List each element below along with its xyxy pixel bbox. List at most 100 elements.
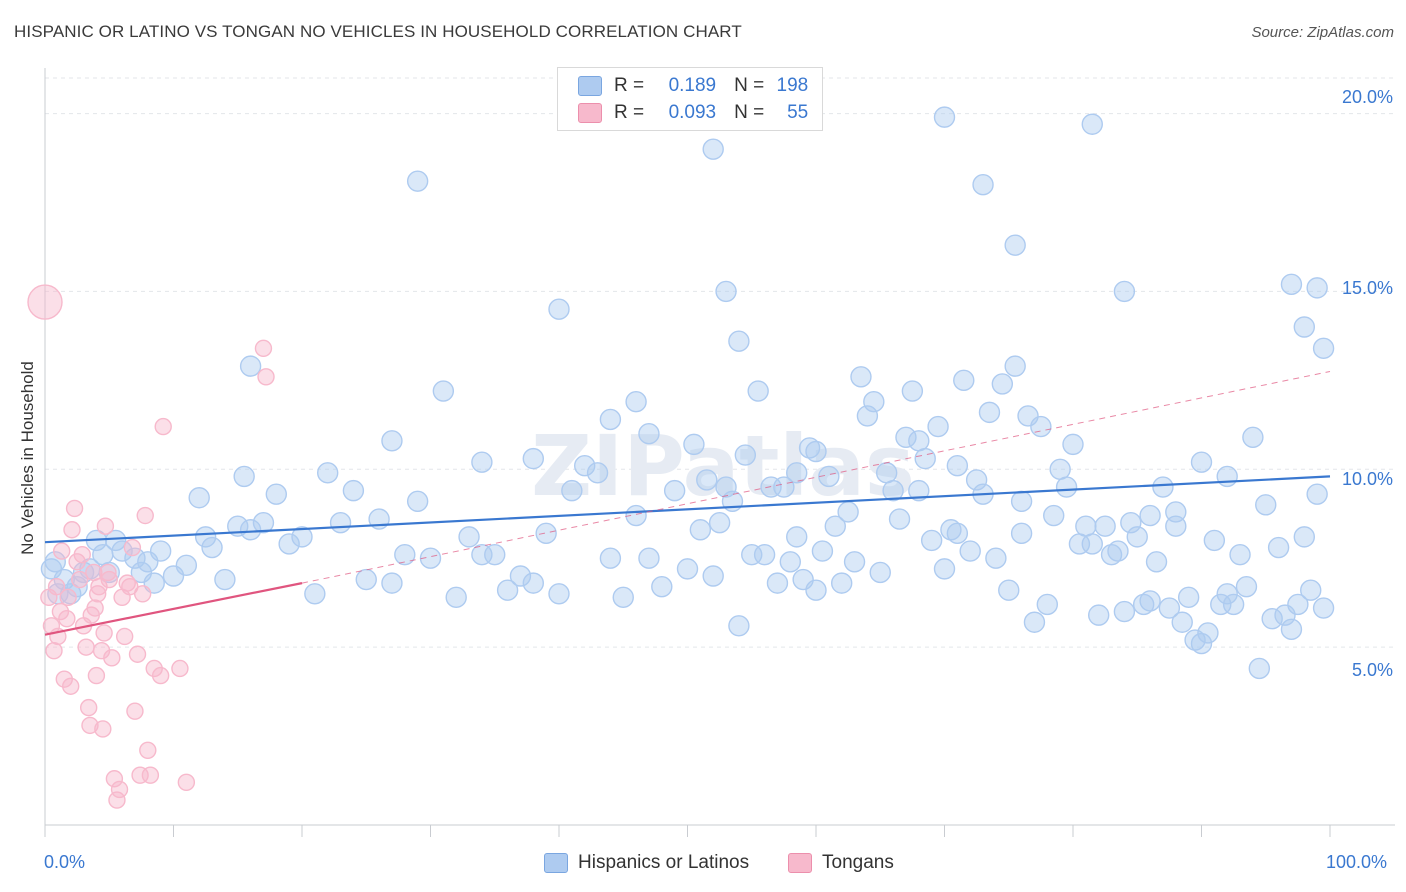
data-point bbox=[406, 170, 429, 192]
data-point bbox=[1158, 597, 1181, 619]
data-point bbox=[1293, 316, 1316, 338]
data-point bbox=[1062, 433, 1084, 456]
data-point bbox=[44, 551, 66, 573]
data-point bbox=[96, 517, 115, 535]
data-point bbox=[908, 430, 930, 452]
data-point bbox=[1216, 465, 1238, 488]
data-point bbox=[863, 391, 885, 413]
data-point bbox=[548, 583, 570, 605]
data-point bbox=[1190, 632, 1213, 655]
data-point bbox=[1075, 515, 1097, 537]
y-tick-label-20: 20.0% bbox=[1341, 87, 1393, 107]
data-point bbox=[171, 659, 189, 678]
trend-line-hispanics bbox=[44, 475, 1331, 544]
data-point bbox=[1023, 611, 1046, 633]
data-point bbox=[239, 519, 262, 541]
data-point bbox=[1210, 593, 1232, 616]
data-point bbox=[831, 572, 853, 594]
legend-row-tongans: R = 0.093 N = 55 bbox=[578, 100, 808, 126]
data-point bbox=[1235, 575, 1258, 598]
x-tick-label-max: 100.0% bbox=[1326, 852, 1388, 872]
data-point bbox=[1087, 604, 1110, 626]
data-point bbox=[728, 615, 750, 637]
data-point bbox=[837, 501, 859, 523]
data-point bbox=[139, 741, 157, 759]
data-point bbox=[95, 624, 113, 642]
data-point bbox=[104, 529, 127, 552]
data-point bbox=[933, 106, 956, 128]
data-point bbox=[998, 579, 1020, 601]
data-point bbox=[535, 522, 557, 545]
legend-item-tongans[interactable]: Tongans bbox=[788, 852, 894, 874]
data-point bbox=[406, 490, 429, 512]
data-point bbox=[1113, 280, 1136, 303]
data-point bbox=[27, 284, 63, 320]
data-point bbox=[1152, 476, 1174, 498]
data-point bbox=[88, 585, 107, 603]
data-point bbox=[141, 766, 160, 784]
data-point bbox=[1043, 504, 1065, 527]
data-point bbox=[1248, 657, 1271, 680]
legend-swatch-tongans bbox=[578, 103, 602, 123]
data-point bbox=[786, 462, 808, 484]
data-point bbox=[1216, 583, 1238, 605]
y-tick-label-15: 15.0% bbox=[1341, 278, 1393, 298]
data-point bbox=[811, 540, 834, 562]
series-hispanics bbox=[40, 106, 1335, 680]
data-point bbox=[1010, 490, 1033, 512]
legend-item-hispanics[interactable]: Hispanics or Latinos bbox=[544, 852, 749, 874]
data-point bbox=[933, 558, 956, 580]
data-point bbox=[100, 570, 118, 589]
data-point bbox=[747, 380, 769, 402]
data-point bbox=[1081, 113, 1103, 135]
trend-line-tongans-extension bbox=[301, 370, 1331, 584]
legend-r-value: 0.093 bbox=[668, 102, 717, 123]
data-point bbox=[625, 391, 647, 413]
data-point bbox=[1113, 600, 1136, 623]
y-tick-label-5: 5.0% bbox=[1351, 660, 1393, 680]
data-point bbox=[304, 583, 326, 605]
data-point bbox=[946, 455, 969, 477]
data-point bbox=[103, 649, 121, 667]
legend-r-value: 0.189 bbox=[668, 75, 717, 96]
data-point bbox=[953, 369, 975, 392]
data-point bbox=[651, 575, 673, 598]
data-point bbox=[47, 577, 66, 596]
data-point bbox=[683, 433, 705, 456]
data-point bbox=[779, 551, 801, 573]
data-point bbox=[201, 536, 223, 559]
data-point bbox=[1068, 533, 1091, 555]
data-point bbox=[87, 666, 106, 685]
data-point bbox=[696, 469, 718, 491]
data-point bbox=[126, 702, 144, 720]
data-point bbox=[908, 479, 930, 502]
data-point bbox=[1255, 494, 1277, 516]
data-point bbox=[51, 602, 70, 621]
data-point bbox=[766, 572, 789, 594]
data-point bbox=[381, 572, 403, 594]
axes bbox=[44, 68, 1395, 837]
series-legend: Hispanics or Latinos Tongans bbox=[0, 852, 1406, 878]
data-point bbox=[599, 547, 622, 569]
data-point bbox=[1280, 273, 1303, 296]
data-point bbox=[1306, 483, 1328, 505]
data-point bbox=[1010, 522, 1033, 545]
data-point bbox=[895, 426, 917, 448]
data-point bbox=[1177, 586, 1200, 609]
data-point bbox=[214, 568, 236, 591]
data-point bbox=[154, 417, 172, 436]
data-point bbox=[257, 368, 275, 386]
data-point bbox=[638, 547, 660, 569]
data-point bbox=[177, 773, 196, 792]
data-point bbox=[1055, 476, 1078, 498]
data-point bbox=[1081, 533, 1103, 555]
data-point bbox=[1030, 415, 1052, 438]
legend-swatch-tongans bbox=[788, 853, 812, 873]
y-tick-label-10: 10.0% bbox=[1341, 469, 1393, 489]
data-point bbox=[278, 533, 300, 555]
data-point bbox=[625, 504, 647, 527]
data-point bbox=[58, 609, 76, 628]
data-point bbox=[128, 645, 147, 663]
data-point bbox=[291, 526, 313, 548]
